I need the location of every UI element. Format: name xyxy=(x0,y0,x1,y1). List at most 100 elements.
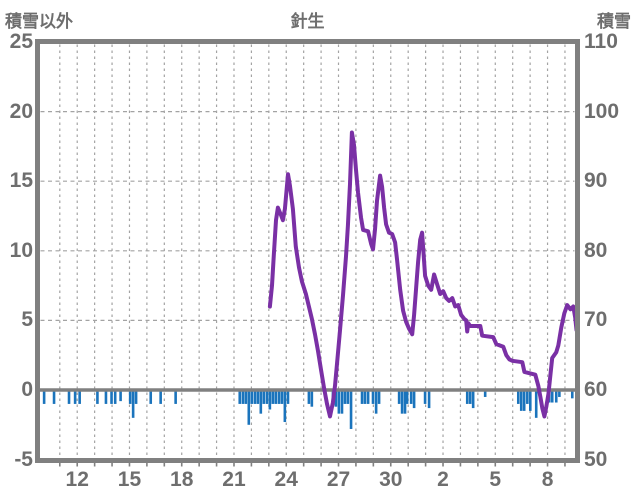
precip-bar xyxy=(349,390,353,429)
precip-bar xyxy=(343,390,347,404)
precip-bar xyxy=(241,390,245,404)
precip-bar xyxy=(256,390,260,404)
precip-bar xyxy=(554,390,558,403)
precip-bar xyxy=(471,390,475,409)
precip-bar xyxy=(409,390,413,404)
y-left-tick-label: 0 xyxy=(21,378,33,401)
y-right-tick-label: 110 xyxy=(584,30,618,53)
precip-bar xyxy=(400,390,404,414)
precip-bar xyxy=(128,390,132,404)
plot-border xyxy=(35,39,580,463)
precip-bar xyxy=(113,390,117,404)
precip-bar xyxy=(334,390,338,407)
precip-bar xyxy=(42,390,46,404)
x-tick-label: 24 xyxy=(274,468,298,491)
x-tick-label: 12 xyxy=(65,468,89,491)
x-tick-label: 8 xyxy=(541,468,554,491)
x-tick-label: 15 xyxy=(117,468,142,491)
y-right-tick-label: 50 xyxy=(584,447,608,471)
x-tick-label: 5 xyxy=(489,468,502,491)
x-tick-label: 2 xyxy=(437,468,449,491)
precip-bar xyxy=(374,390,378,414)
precip-bar xyxy=(250,390,254,404)
y-left-tick-label: 25 xyxy=(9,30,33,53)
precip-bar xyxy=(558,390,561,397)
precip-bar xyxy=(340,390,344,414)
precip-bar xyxy=(159,390,162,404)
precip-bar xyxy=(534,390,538,418)
precip-bar xyxy=(346,390,350,404)
precip-bar xyxy=(550,390,554,403)
precip-bar xyxy=(274,390,278,404)
y-left-tick-label: 20 xyxy=(9,99,33,123)
precip-bar xyxy=(78,390,81,404)
precip-bar xyxy=(262,390,266,404)
y-right-tick-label: 90 xyxy=(584,169,608,193)
precip-bar xyxy=(337,390,341,414)
snow-depth-line xyxy=(267,130,579,419)
x-tick-label: 18 xyxy=(170,468,194,491)
precip-bar xyxy=(403,390,407,414)
precip-bar xyxy=(277,390,281,404)
x-tick-label: 27 xyxy=(326,468,351,491)
precip-bar xyxy=(253,390,257,404)
precip-bar xyxy=(516,390,520,404)
precip-bar xyxy=(570,390,574,399)
precip-bar xyxy=(67,390,71,404)
y-left-tick-label: 15 xyxy=(9,169,33,193)
precip-bar xyxy=(110,390,113,404)
precip-bar xyxy=(52,390,56,404)
y-right-tick-label: 100 xyxy=(584,99,620,123)
precip-bar xyxy=(238,390,242,404)
precip-bar xyxy=(363,390,367,404)
y-right-tick-label: 70 xyxy=(584,308,608,332)
precip-bar xyxy=(483,390,487,397)
precip-bar xyxy=(427,390,431,409)
precip-bar xyxy=(265,390,269,404)
precip-bar xyxy=(268,390,272,410)
precip-bar xyxy=(377,390,381,404)
precip-bar xyxy=(286,390,290,404)
precip-bar xyxy=(244,390,248,404)
precip-bar xyxy=(259,390,263,414)
precip-bar xyxy=(366,390,370,404)
precip-bar xyxy=(307,390,311,404)
precip-bar xyxy=(149,390,153,404)
precip-bar xyxy=(280,390,284,404)
y-left-tick-label: 5 xyxy=(21,308,33,332)
precip-bar xyxy=(526,390,529,404)
precip-bar xyxy=(465,390,469,404)
y-left-tick-label: 10 xyxy=(9,238,33,262)
y-left-tick-label: -5 xyxy=(14,447,33,471)
precip-bar xyxy=(468,390,472,404)
chart-title: 針生 xyxy=(290,12,325,31)
precip-bar xyxy=(310,390,314,407)
precip-bar xyxy=(360,390,364,404)
precip-bar xyxy=(397,390,401,404)
precip-bar xyxy=(283,390,287,423)
precip-bar xyxy=(73,390,77,404)
precip-bar xyxy=(271,390,275,404)
precip-bar xyxy=(119,390,122,402)
right-axis-title: 積雪 xyxy=(597,12,631,31)
precip-bar xyxy=(371,390,375,404)
precip-bar xyxy=(104,390,108,404)
precip-bar xyxy=(522,390,526,411)
precip-bar xyxy=(519,390,523,411)
y-right-tick-label: 80 xyxy=(584,238,608,262)
precip-bar xyxy=(423,390,427,404)
x-tick-label: 30 xyxy=(379,468,403,491)
precip-bar xyxy=(134,390,138,404)
precip-bar xyxy=(247,390,251,425)
precip-bar xyxy=(174,390,177,404)
precip-bar xyxy=(96,390,99,404)
precip-bar xyxy=(528,390,532,411)
precip-bar xyxy=(405,390,409,404)
y-right-tick-label: 60 xyxy=(584,378,608,401)
x-tick-label: 21 xyxy=(222,468,246,491)
precip-bar xyxy=(412,390,416,409)
precip-bar xyxy=(131,390,135,418)
left-axis-title: 積雪以外 xyxy=(5,12,73,31)
